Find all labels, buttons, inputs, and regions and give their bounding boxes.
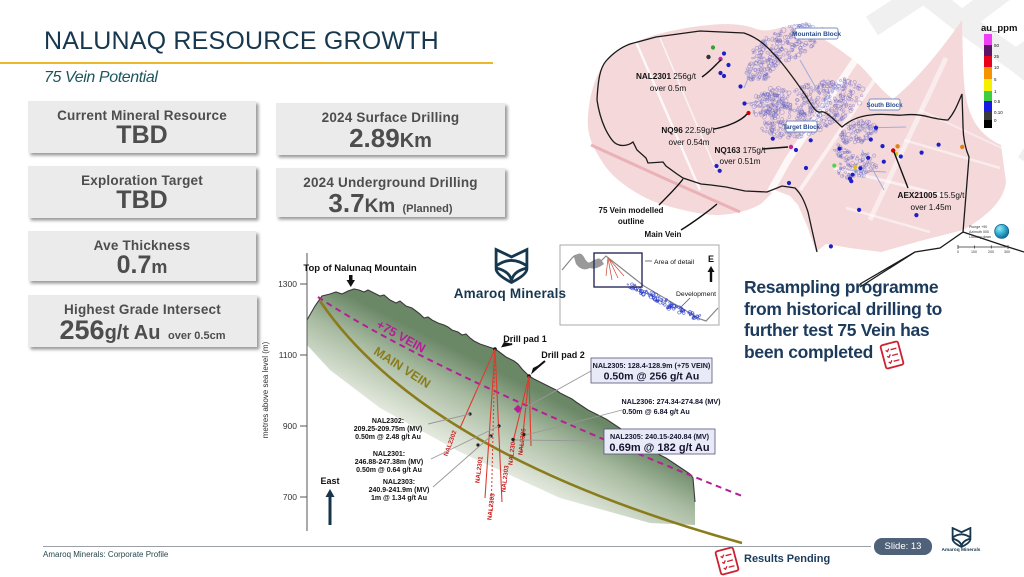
svg-text:25: 25 xyxy=(994,54,1000,59)
svg-text:NAL2303: NAL2303 xyxy=(500,465,510,493)
svg-text:Drill pad 2: Drill pad 2 xyxy=(541,350,585,360)
svg-text:over 1.45m: over 1.45m xyxy=(911,203,952,212)
svg-text:75 Vein modelled: 75 Vein modelled xyxy=(599,206,664,215)
svg-text:0.50m @ 2.48 g/t Au: 0.50m @ 2.48 g/t Au xyxy=(355,434,421,441)
svg-text:5: 5 xyxy=(994,77,997,82)
svg-text:1m @ 1.34 g/t Au: 1m @ 1.34 g/t Au xyxy=(371,495,427,502)
svg-text:0.50m @ 256 g/t Au: 0.50m @ 256 g/t Au xyxy=(604,371,700,383)
svg-text:0.69m @ 182 g/t Au: 0.69m @ 182 g/t Au xyxy=(609,442,709,454)
svg-text:Azimuth 000: Azimuth 000 xyxy=(969,230,989,234)
svg-text:over 0.51m: over 0.51m xyxy=(720,157,761,166)
svg-text:NAL2302:: NAL2302: xyxy=(372,418,404,425)
svg-text:50: 50 xyxy=(994,43,1000,48)
svg-text:NAL2304: NAL2304 xyxy=(507,438,517,466)
svg-text:700: 700 xyxy=(283,492,297,502)
svg-text:Plunge +90: Plunge +90 xyxy=(969,225,987,229)
svg-text:AEX21005 15.5g/t: AEX21005 15.5g/t xyxy=(898,191,966,200)
svg-text:E: E xyxy=(708,254,714,264)
svg-text:100: 100 xyxy=(971,250,977,254)
svg-text:NQ163 175g/t: NQ163 175g/t xyxy=(715,146,767,155)
svg-text:NAL2305: 240.15-240.84 (MV): NAL2305: 240.15-240.84 (MV) xyxy=(610,432,710,441)
svg-text:240.9-241.9m (MV): 240.9-241.9m (MV) xyxy=(369,487,430,494)
svg-text:209.25-209.75m (MV): 209.25-209.75m (MV) xyxy=(354,426,422,433)
svg-text:0: 0 xyxy=(994,118,997,123)
svg-text:0: 0 xyxy=(957,250,959,254)
svg-text:0.10: 0.10 xyxy=(994,110,1003,115)
svg-text:246.88-247.38m (MV): 246.88-247.38m (MV) xyxy=(355,459,423,466)
svg-text:0.50m @ 0.64 g/t Au: 0.50m @ 0.64 g/t Au xyxy=(356,467,422,474)
svg-text:Target Block: Target Block xyxy=(783,124,821,131)
svg-text:Top of Nalunaq Mountain: Top of Nalunaq Mountain xyxy=(303,263,416,274)
svg-text:NAL2305: NAL2305 xyxy=(486,493,496,521)
svg-text:over 0.5m: over 0.5m xyxy=(650,84,687,93)
svg-text:East: East xyxy=(320,476,339,486)
svg-text:10: 10 xyxy=(994,65,1000,70)
svg-text:NAL2305: 128.4-128.9m (+75 VEI: NAL2305: 128.4-128.9m (+75 VEIN) xyxy=(593,361,711,370)
svg-text:over 0.54m: over 0.54m xyxy=(669,138,710,147)
svg-text:Looking down: Looking down xyxy=(969,235,991,239)
svg-text:NAL2303:: NAL2303: xyxy=(383,479,415,486)
svg-text:1100: 1100 xyxy=(279,350,298,360)
svg-text:NAL2301:: NAL2301: xyxy=(373,451,405,458)
svg-text:South Block: South Block xyxy=(866,102,903,109)
svg-text:900: 900 xyxy=(283,421,297,431)
svg-text:Drill pad 1: Drill pad 1 xyxy=(503,334,547,344)
svg-text:Area of detail: Area of detail xyxy=(654,259,695,266)
svg-text:200: 200 xyxy=(988,250,994,254)
svg-text:Mountain Block: Mountain Block xyxy=(792,31,841,38)
svg-text:metres above sea level (m): metres above sea level (m) xyxy=(261,341,270,438)
svg-text:NQ96 22.59g/t: NQ96 22.59g/t xyxy=(661,126,715,135)
svg-text:1300: 1300 xyxy=(278,279,297,289)
svg-text:Main Vein: Main Vein xyxy=(645,230,682,239)
svg-text:1: 1 xyxy=(994,89,997,94)
svg-text:0.5: 0.5 xyxy=(994,99,1001,104)
svg-text:NAL2306: 274.34-274.84 (MV): NAL2306: 274.34-274.84 (MV) xyxy=(621,397,721,406)
svg-text:300: 300 xyxy=(1004,250,1010,254)
svg-text:NAL2301: NAL2301 xyxy=(474,456,484,484)
svg-text:au_ppm: au_ppm xyxy=(981,23,1017,34)
svg-text:NAL2306: NAL2306 xyxy=(517,428,527,456)
svg-text:outline: outline xyxy=(618,217,645,226)
svg-text:Development: Development xyxy=(676,291,716,298)
svg-text:NAL2301 256g/t: NAL2301 256g/t xyxy=(636,72,697,81)
svg-text:0.50m @ 6.84 g/t Au: 0.50m @ 6.84 g/t Au xyxy=(622,407,689,416)
